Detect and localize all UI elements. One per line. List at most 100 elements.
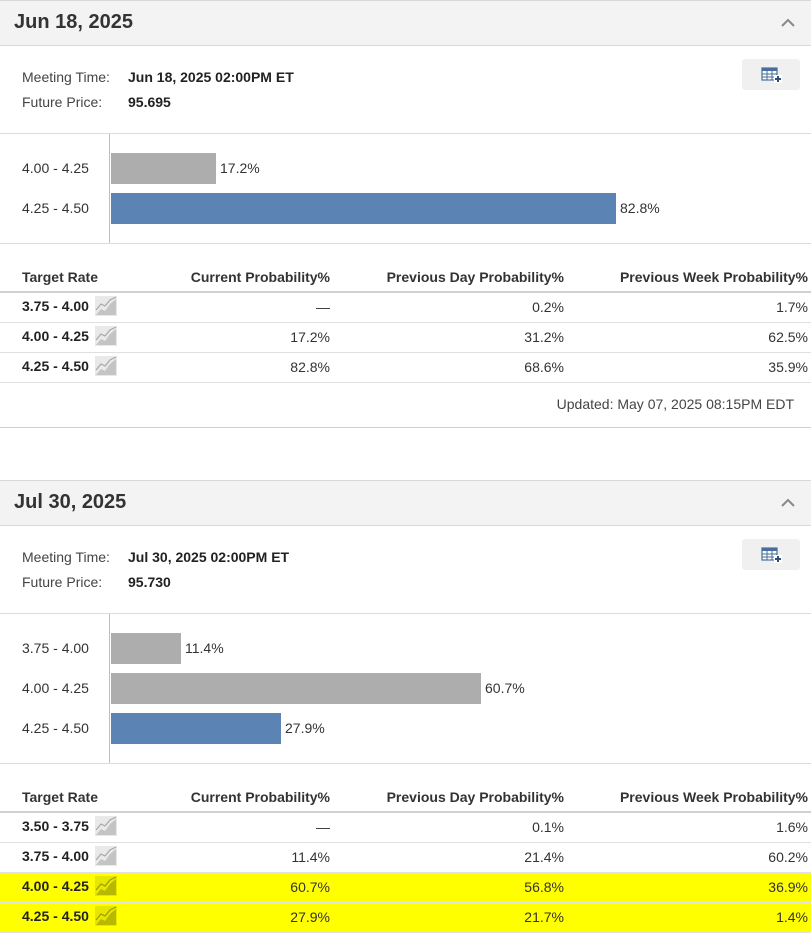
target-rate-text: 3.75 - 4.00 <box>22 847 89 864</box>
prev-week-prob-cell: 62.5% <box>567 322 811 353</box>
table-row: 3.50 - 3.75 —0.1% 1.6% <box>0 812 811 843</box>
probability-bar-chart: 3.75 - 4.00 11.4% 4.00 - 4.25 60.7% 4.25 - 4… <box>0 614 811 764</box>
future-price-row: Future Price: 95.695 <box>22 94 171 110</box>
probability-bar[interactable] <box>111 673 481 704</box>
prev-day-prob-cell: 21.4% <box>333 842 567 873</box>
target-rate-cell: 4.00 - 4.25 <box>0 322 160 353</box>
target-rate-cell: 3.75 - 4.00 <box>0 842 160 873</box>
prev-week-prob-cell: 36.9% <box>567 872 811 903</box>
target-rate-text: 4.00 - 4.25 <box>22 877 89 894</box>
target-rate-cell: 4.00 - 4.25 <box>0 872 160 903</box>
prev-day-prob-cell: 31.2% <box>333 322 567 353</box>
trend-chart-icon[interactable] <box>94 875 117 899</box>
bar-value-label: 60.7% <box>485 680 525 696</box>
col-target-rate: Target Rate <box>0 262 160 293</box>
target-rate-text: 4.25 - 4.50 <box>22 907 89 924</box>
prev-week-prob-cell: 1.4% <box>567 902 811 933</box>
probability-table: Target Rate Current Probability% Previou… <box>0 262 811 383</box>
meeting-time-value: Jul 30, 2025 02:00PM ET <box>128 549 290 565</box>
table-add-icon <box>761 67 782 83</box>
col-current-prob: Current Probability% <box>160 782 333 813</box>
col-target-rate: Target Rate <box>0 782 160 813</box>
updated-footer: Updated: May 07, 2025 08:15PM EDT <box>0 383 811 428</box>
chart-axis <box>109 614 110 763</box>
export-table-button[interactable] <box>742 59 800 90</box>
current-prob-cell: 11.4% <box>160 842 333 873</box>
table-row: 4.00 - 4.25 60.7% 56.8% 36.9% <box>0 872 811 903</box>
meeting-time-label: Meeting Time: <box>22 549 110 565</box>
meeting-info: Meeting Time: Jul 30, 2025 02:00PM ET Fut… <box>0 526 811 614</box>
probability-bar[interactable] <box>111 713 281 744</box>
col-prev-week-prob: Previous Week Probability% <box>567 782 811 813</box>
bar-value-label: 17.2% <box>220 160 260 176</box>
prev-week-prob-cell: 35.9% <box>567 352 811 383</box>
future-price-value: 95.695 <box>128 94 171 110</box>
bar-label: 4.00 - 4.25 <box>22 680 89 696</box>
trend-chart-icon[interactable] <box>94 295 117 319</box>
probability-bar[interactable] <box>111 633 181 664</box>
panel-header[interactable]: Jul 30, 2025 <box>0 480 811 526</box>
trend-chart-icon[interactable] <box>94 355 117 379</box>
target-rate-text: 4.25 - 4.50 <box>22 357 89 374</box>
col-prev-day-prob: Previous Day Probability% <box>333 262 567 293</box>
col-current-prob: Current Probability% <box>160 262 333 293</box>
table-row: 3.75 - 4.00 11.4% 21.4% 60.2% <box>0 842 811 873</box>
bar-value-label: 11.4% <box>185 640 224 656</box>
prev-day-prob-cell: 0.1% <box>333 812 567 843</box>
probability-table: Target Rate Current Probability% Previou… <box>0 782 811 933</box>
current-prob-cell: 27.9% <box>160 902 333 933</box>
table-row: 4.25 - 4.50 27.9% 21.7% 1.4% <box>0 902 811 933</box>
future-price-label: Future Price: <box>22 94 103 110</box>
table-header-row: Target Rate Current Probability% Previou… <box>0 782 811 813</box>
col-prev-day-prob: Previous Day Probability% <box>333 782 567 813</box>
export-table-button[interactable] <box>742 539 800 570</box>
table-header-row: Target Rate Current Probability% Previou… <box>0 262 811 293</box>
current-prob-cell: — <box>160 292 333 323</box>
col-prev-week-prob: Previous Week Probability% <box>567 262 811 293</box>
meeting-panel-jul: Jul 30, 2025 Meeting Time: Jul 30, 2025 0… <box>0 480 811 933</box>
meeting-time-row: Meeting Time: Jun 18, 2025 02:00PM ET <box>22 69 294 85</box>
meeting-time-row: Meeting Time: Jul 30, 2025 02:00PM ET <box>22 549 289 565</box>
meeting-time-label: Meeting Time: <box>22 69 110 85</box>
bar-value-label: 82.8% <box>620 200 660 216</box>
prev-day-prob-cell: 56.8% <box>333 872 567 903</box>
updated-timestamp: Updated: May 07, 2025 08:15PM EDT <box>556 395 794 412</box>
probability-bar[interactable] <box>111 193 616 224</box>
bar-label: 4.25 - 4.50 <box>22 720 89 736</box>
future-price-value: 95.730 <box>128 574 171 590</box>
prev-week-prob-cell: 1.7% <box>567 292 811 323</box>
meeting-time-value: Jun 18, 2025 02:00PM ET <box>128 69 294 85</box>
target-rate-cell: 3.75 - 4.00 <box>0 292 160 323</box>
meeting-date-title: Jun 18, 2025 <box>14 11 133 33</box>
table-row: 4.00 - 4.25 17.2% 31.2% 62.5% <box>0 322 811 353</box>
current-prob-cell: 82.8% <box>160 352 333 383</box>
target-rate-cell: 4.25 - 4.50 <box>0 352 160 383</box>
table-row: 3.75 - 4.00 —0.2% 1.7% <box>0 292 811 323</box>
panel-header[interactable]: Jun 18, 2025 <box>0 0 811 46</box>
bar-label: 4.00 - 4.25 <box>22 160 89 176</box>
prev-day-prob-cell: 0.2% <box>333 292 567 323</box>
meeting-panel-jun: Jun 18, 2025 Meeting Time: Jun 18, 2025 0… <box>0 0 811 428</box>
target-rate-cell: 3.50 - 3.75 <box>0 812 160 843</box>
bar-value-label: 27.9% <box>285 720 325 736</box>
chevron-up-icon[interactable] <box>779 14 797 32</box>
trend-chart-icon[interactable] <box>94 905 117 929</box>
probability-bar[interactable] <box>111 153 216 184</box>
trend-chart-icon[interactable] <box>94 845 117 869</box>
table-row: 4.25 - 4.50 82.8% 68.6% 35.9% <box>0 352 811 383</box>
prev-day-prob-cell: 68.6% <box>333 352 567 383</box>
meeting-info: Meeting Time: Jun 18, 2025 02:00PM ET Fut… <box>0 46 811 134</box>
chevron-up-icon[interactable] <box>779 494 797 512</box>
prev-week-prob-cell: 1.6% <box>567 812 811 843</box>
trend-chart-icon[interactable] <box>94 815 117 839</box>
target-rate-text: 4.00 - 4.25 <box>22 327 89 344</box>
target-rate-text: 3.75 - 4.00 <box>22 297 89 314</box>
bar-label: 4.25 - 4.50 <box>22 200 89 216</box>
trend-chart-icon[interactable] <box>94 325 117 349</box>
current-prob-cell: 17.2% <box>160 322 333 353</box>
future-price-label: Future Price: <box>22 574 103 590</box>
prev-day-prob-cell: 21.7% <box>333 902 567 933</box>
prev-week-prob-cell: 60.2% <box>567 842 811 873</box>
target-rate-cell: 4.25 - 4.50 <box>0 902 160 933</box>
target-rate-text: 3.50 - 3.75 <box>22 817 89 834</box>
